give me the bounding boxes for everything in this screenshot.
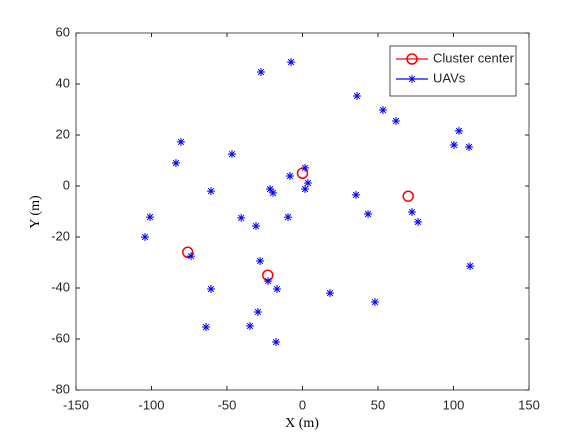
- legend-label: Cluster center: [433, 50, 515, 65]
- uav-point: [256, 256, 265, 265]
- uav-point: [269, 188, 278, 197]
- uav-point: [264, 277, 273, 286]
- x-tick-label: -100: [138, 397, 164, 412]
- uav-point: [272, 338, 281, 347]
- y-axis-label: Y (m): [28, 195, 43, 229]
- uav-point: [378, 106, 387, 115]
- uav-point: [206, 187, 215, 196]
- y-tick-label: 60: [56, 24, 70, 39]
- uav-point: [370, 298, 379, 307]
- uav-point: [237, 213, 246, 222]
- uav-point: [245, 321, 254, 330]
- x-tick-label: 50: [371, 397, 385, 412]
- uav-point: [466, 262, 475, 271]
- y-tick-label: 20: [56, 126, 70, 141]
- uav-point: [206, 285, 215, 294]
- x-tick-label: 100: [443, 397, 465, 412]
- uav-point: [351, 190, 360, 199]
- x-axis-label: X (m): [285, 416, 319, 431]
- uav-point: [301, 163, 310, 172]
- y-tick-label: -40: [51, 279, 70, 294]
- uav-point: [284, 213, 293, 222]
- x-tick-label: 150: [518, 397, 540, 412]
- uav-point: [266, 185, 275, 194]
- x-tick-label: -150: [63, 397, 89, 412]
- uav-point: [353, 91, 362, 100]
- uav-point: [454, 126, 463, 135]
- uav-point: [251, 222, 260, 231]
- uav-point: [287, 58, 296, 67]
- y-tick-label: -60: [51, 330, 70, 345]
- cluster-center: [181, 246, 194, 259]
- uav-point: [227, 150, 236, 159]
- uav-point: [253, 307, 262, 316]
- uav-point: [325, 289, 334, 298]
- y-tick-label: -80: [51, 381, 70, 396]
- uav-point: [414, 217, 423, 226]
- y-tick-label: 0: [63, 177, 70, 192]
- legend-label: UAVs: [433, 70, 466, 85]
- uav-point: [301, 185, 310, 194]
- uav-point: [256, 68, 265, 77]
- uav-point: [303, 178, 312, 187]
- legend-marker: [408, 75, 416, 83]
- uav-point: [465, 142, 474, 151]
- y-tick-label: -20: [51, 228, 70, 243]
- uav-point: [272, 285, 281, 294]
- uav-point: [364, 210, 373, 219]
- uav-point: [407, 208, 416, 217]
- uav-point: [285, 172, 294, 181]
- uav-point: [176, 137, 185, 146]
- x-tick-label: -50: [218, 397, 237, 412]
- uav-point: [145, 213, 154, 222]
- cluster-center: [402, 190, 414, 202]
- x-tick-label: 0: [299, 397, 306, 412]
- legend-marker: [406, 53, 418, 65]
- uav-point: [141, 233, 150, 241]
- uav-point: [449, 140, 458, 149]
- legend: Cluster center UAVs: [389, 45, 517, 97]
- y-tick-label: 40: [56, 75, 70, 90]
- uav-point: [187, 252, 196, 261]
- uav-point: [171, 159, 180, 168]
- uav-point: [202, 323, 211, 332]
- uav-point: [391, 116, 400, 125]
